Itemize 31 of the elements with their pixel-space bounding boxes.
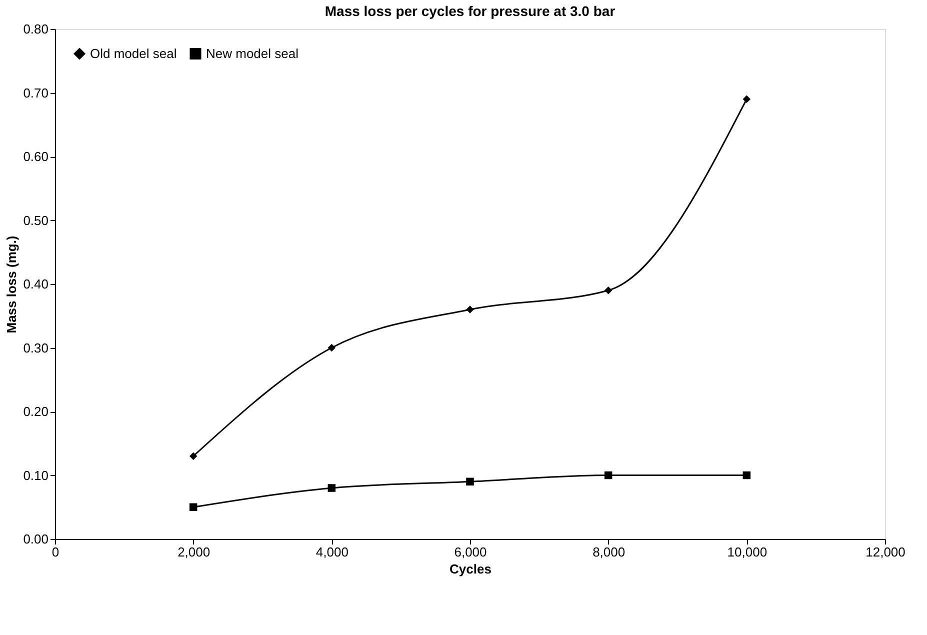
y-tick-label: 0.80: [23, 22, 48, 36]
point: [604, 286, 612, 294]
point: [466, 306, 474, 314]
point: [189, 503, 198, 511]
x-tick-label: 10,000: [727, 544, 768, 560]
y-tick-label: 0.20: [23, 404, 48, 419]
x-tick-label: 2,000: [178, 544, 210, 560]
legend-label: Old model seal: [90, 46, 177, 61]
x-tick-label: 6,000: [454, 544, 487, 560]
point: [189, 452, 198, 460]
x-axis-title: Cycles: [450, 562, 492, 576]
x-tick-label: 8,000: [592, 544, 626, 560]
y-tick-label: 0.00: [23, 532, 48, 546]
point: [742, 471, 751, 480]
y-tick-label: 0.40: [23, 276, 48, 292]
point: [604, 471, 612, 480]
x-tick-label: 12,000: [866, 544, 906, 560]
y-tick-label: 0.50: [23, 212, 48, 228]
y-tick-label: 0.60: [23, 149, 48, 164]
y-tick-label: 0.30: [23, 340, 48, 356]
y-tick-label: 0.10: [23, 468, 48, 483]
y-axis-title: Mass loss (mg.): [4, 236, 20, 334]
legend-label: New model seal: [206, 46, 299, 61]
y-tick-label: 0.70: [23, 85, 48, 100]
point: [466, 478, 474, 486]
point: [742, 95, 751, 103]
chart-title: Mass loss per cycles for pressure at 3.0 bar: [324, 3, 616, 19]
x-tick-label: 4,000: [316, 544, 348, 560]
point: [328, 484, 336, 492]
x-tick-label: 0: [52, 544, 60, 560]
point: [328, 344, 336, 352]
